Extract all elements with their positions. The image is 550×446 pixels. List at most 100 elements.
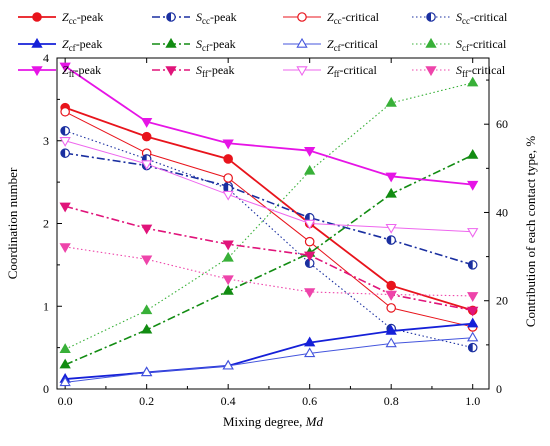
marker-scf-peak (59, 358, 71, 369)
marker-zcc-peak (32, 12, 42, 22)
series-sff-critical (59, 243, 479, 302)
marker-zcf-critical (222, 359, 234, 370)
x-axis-title-text: Mixing degree, (223, 414, 306, 429)
legend-label-suffix: -peak (75, 63, 102, 77)
legend-label-symbol: S (456, 63, 462, 77)
legend-label: Scf-peak (196, 37, 236, 53)
marker-zcf-critical (296, 37, 308, 48)
series-line (65, 140, 473, 233)
series-line (64, 111, 473, 328)
legend-label-suffix: -peak (209, 37, 236, 51)
series-line (65, 322, 473, 380)
y2-tick-label: 20 (496, 294, 508, 308)
series-zcf-critical (59, 331, 479, 387)
legend-item-zcc-critical: Zcc-critical (283, 10, 380, 26)
marker-zff-peak (304, 146, 316, 157)
marker-scf-peak (141, 323, 153, 334)
legend-label-suffix: -critical (341, 37, 379, 51)
marker-scf-critical (304, 164, 316, 175)
x-tick-label: 1.0 (465, 394, 480, 408)
marker-sff-critical (304, 288, 316, 299)
legend-label-subscript: ff (69, 69, 75, 79)
marker-scf-critical (425, 37, 437, 48)
legend-label-symbol: Z (62, 37, 69, 51)
legend-label-suffix: -peak (210, 10, 237, 24)
series-line (64, 82, 473, 350)
marker-zcf-peak (385, 324, 397, 335)
legend-label-suffix: -critical (470, 10, 508, 24)
y2-axis-title: Contribution of each contact type, % (523, 136, 538, 328)
series-line (64, 205, 473, 312)
legend-label-suffix: -critical (342, 10, 380, 24)
marker-scf-peak (467, 148, 479, 159)
marker-scf-critical (222, 251, 234, 262)
marker-zcf-critical (141, 366, 153, 377)
x-axis-title-symbol: Md (305, 414, 324, 429)
legend-label-suffix: -peak (208, 63, 235, 77)
marker-sff-critical (141, 255, 153, 266)
legend-label: Zff-critical (327, 63, 378, 79)
legend-label: Zcc-critical (327, 10, 380, 26)
marker-zff-critical (59, 137, 71, 147)
marker-sff-critical (467, 292, 479, 302)
marker-zcf-critical (385, 337, 397, 348)
series-line (65, 152, 473, 266)
legend-label: Zcf-critical (327, 37, 379, 53)
legend-label-suffix: -peak (77, 10, 104, 24)
series-zcf-peak (59, 317, 479, 383)
marker-zff-peak (141, 118, 153, 128)
marker-zcc-critical (297, 12, 307, 22)
series-zcc-critical (60, 106, 478, 332)
legend-label-subscript: ff (202, 69, 208, 79)
marker-zff-critical (304, 219, 316, 230)
marker-scc-critical-half (468, 343, 473, 352)
marker-zcc-peak (223, 154, 233, 164)
series-line (64, 130, 473, 349)
marker-scf-critical (385, 96, 397, 107)
marker-zff-peak (31, 66, 43, 77)
x-tick-label: 0.0 (58, 394, 73, 408)
marker-scf-critical (141, 304, 153, 315)
y-tick-label: 4 (43, 51, 49, 65)
legend-label-subscript: cc (334, 16, 342, 26)
marker-sff-peak (467, 306, 479, 317)
legend-label: Zcc-peak (62, 10, 103, 26)
legend-label-subscript: cc (69, 16, 77, 26)
y-tick-label: 2 (43, 217, 49, 231)
legend-label-subscript: ff (462, 69, 468, 79)
marker-zcf-peak (467, 317, 479, 328)
series-scc-peak (60, 148, 478, 270)
marker-zcc-critical (304, 236, 315, 247)
marker-zcc-critical (386, 303, 396, 313)
y-axis-title: Coordination number (5, 167, 20, 279)
marker-zff-peak (467, 180, 479, 191)
marker-scf-peak (165, 37, 177, 48)
legend-label-subscript: cf (462, 43, 469, 53)
legend-label: Zcf-peak (62, 37, 102, 53)
legend-label-subscript: cf (69, 43, 76, 53)
marker-zcf-peak (304, 336, 316, 347)
legend-item-scc-peak: Scc-peak (152, 10, 237, 26)
marker-scc-critical-half (305, 259, 310, 268)
marker-scc-peak-half (386, 235, 392, 245)
legend-item-scf-peak: Scf-peak (152, 37, 236, 53)
marker-zcc-peak (141, 131, 152, 142)
marker-scc-peak-half (60, 148, 66, 158)
legend-item-scc-critical: Scc-critical (412, 10, 508, 26)
legend-label-subscript: cf (202, 43, 209, 53)
marker-zcc-critical (60, 106, 70, 117)
series-layer (59, 62, 479, 387)
marker-zff-peak (59, 62, 71, 73)
legend-label-suffix: -critical (469, 37, 507, 51)
series-line (64, 65, 473, 186)
legend-label-symbol: Z (327, 37, 334, 51)
legend-label-subscript: cf (334, 43, 341, 53)
marker-zcf-critical (59, 376, 71, 387)
legend-label-symbol: Z (62, 63, 69, 77)
marker-zff-critical (222, 190, 234, 201)
x-tick-label: 0.6 (302, 394, 317, 408)
legend-item-zcc-peak: Zcc-peak (18, 10, 103, 26)
legend-label-symbol: S (196, 37, 202, 51)
